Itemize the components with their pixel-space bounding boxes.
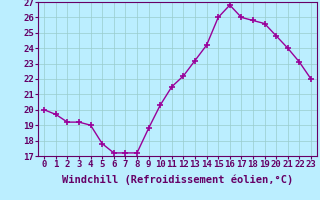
X-axis label: Windchill (Refroidissement éolien,°C): Windchill (Refroidissement éolien,°C) — [62, 175, 293, 185]
